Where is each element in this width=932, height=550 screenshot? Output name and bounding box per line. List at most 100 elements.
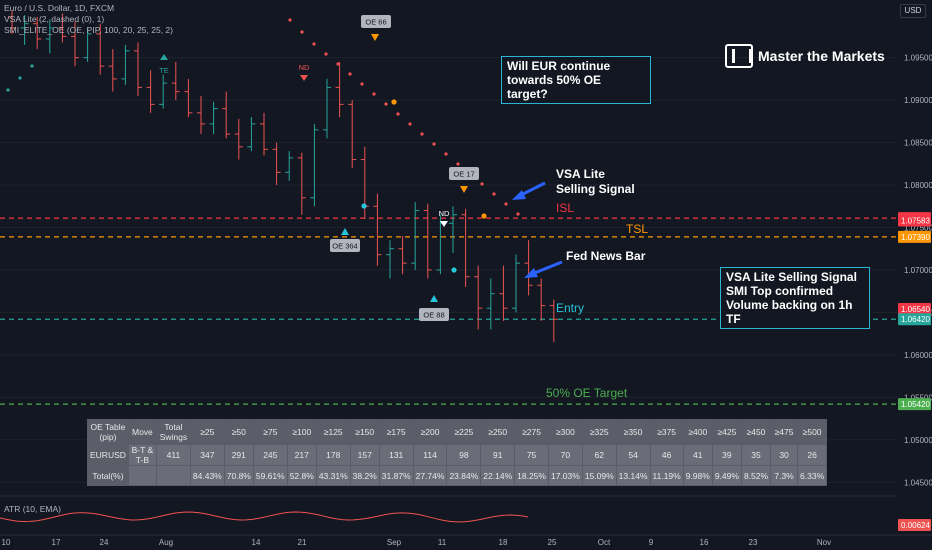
dot-0: [288, 18, 292, 22]
oe-table-cell: ≥175: [378, 419, 414, 445]
label-isl: ISL: [556, 201, 574, 215]
y-tick-1: 1.09000: [904, 96, 932, 105]
level-tag-5: [898, 398, 931, 411]
oe-table-cell: 75: [514, 444, 549, 466]
dot-11: [420, 132, 424, 136]
level-tag-4: [898, 313, 931, 326]
label-oe17-text: OE 17: [453, 170, 474, 179]
oe-table-cell: 157: [349, 444, 380, 466]
level-tag-1: [898, 214, 931, 227]
dot-18: [504, 202, 508, 206]
dot-cyan-2: [451, 267, 457, 273]
x-tick-7: 11: [438, 538, 447, 547]
oe-table-cell: 13.14%: [615, 465, 651, 486]
dot-orange-1: [391, 99, 397, 105]
oe-table-cell: 27.74%: [412, 465, 448, 486]
oe-table-row-0: OE Table (pip) Move Total Swings ≥25 ≥50 ≥75 ≥…: [87, 419, 828, 445]
oe-table-cell: 70: [547, 444, 583, 466]
price-axis[interactable]: 1.09500 1.09000 1.08500 1.08000 1.07500 1.070…: [897, 0, 932, 550]
oe-table-cell: 59.61%: [252, 465, 288, 486]
atr-tag: [898, 519, 931, 531]
label-vsa-signal-1: Selling Signal: [556, 182, 635, 196]
oe-table-cell: 31.87%: [378, 465, 414, 486]
oe-table-cell: ≥375: [649, 419, 684, 445]
oe-table-cell: 15.09%: [581, 465, 617, 486]
x-tick-4: 14: [252, 538, 261, 547]
oe-table-cell: ≥100: [286, 419, 317, 445]
oe-table-cell: ≥225: [446, 419, 482, 445]
label-target: 50% OE Target: [546, 386, 628, 400]
x-tick-14: Nov: [817, 538, 831, 547]
label-entry: Entry: [556, 301, 584, 315]
y-tick-7: 1.06000: [904, 351, 932, 360]
x-tick-13: 23: [749, 538, 758, 547]
oe-table-cell: EURUSD: [87, 444, 129, 466]
oe88-arrow: [430, 295, 438, 302]
label-oe88-box: [419, 308, 449, 321]
oe-table-cell: 8.52%: [740, 465, 772, 486]
nd2-arrow: [440, 221, 448, 227]
oe-table-cell: ≥50: [223, 419, 254, 445]
oe-table-cell: 39: [711, 444, 742, 466]
currency-button[interactable]: USD: [900, 4, 926, 18]
legend-vsa-lite[interactable]: VSA Lite (2, dashed (0), 1): [4, 14, 105, 24]
dot-6: [360, 82, 364, 86]
vsa-dots: [6, 18, 520, 273]
oe-table-row-2: Total(%) 84.43% 70.8% 59.61% 52.8% 43.31% 38.2…: [87, 465, 828, 486]
level-tag-text-5: 1.05420: [901, 400, 930, 409]
oe-table-cell: ≥400: [682, 419, 713, 445]
oe-table-cell: Total(%): [87, 465, 129, 486]
legend-smi-elite[interactable]: SMI_ELITE_OE (OE, PIP, 100, 20, 25, 25, …: [4, 25, 173, 35]
oe-table-cell: 23.84%: [446, 465, 482, 486]
level-tag-text-2: 1.07390: [901, 233, 930, 242]
y-tick-9: 1.05000: [904, 436, 932, 445]
oe-table-cell: 26: [797, 444, 828, 466]
x-tick-10: Oct: [598, 538, 611, 547]
oe-table-cell: ≥250: [480, 419, 516, 445]
dot-up-2: [30, 64, 34, 68]
oe-table-cell: ≥25: [189, 419, 225, 445]
level-tag-3: [898, 303, 931, 316]
price-axis-bg: [897, 0, 932, 550]
oe-table-cell: 411: [155, 444, 191, 466]
time-axis[interactable]: 10 17 24 Aug 14 21 Sep 11 18 25 Oct 9 16 23 Nov: [0, 534, 932, 547]
dot-14: [456, 162, 460, 166]
dot-5: [348, 72, 352, 76]
oe-table-cell: 98: [446, 444, 482, 466]
label-tsl: TSL: [626, 222, 648, 236]
oe-table-cell: 18.25%: [514, 465, 549, 486]
dot-orange-2: [481, 213, 487, 219]
x-tick-11: 9: [649, 538, 654, 547]
vsa-arrow-head: [512, 190, 526, 200]
x-tick-12: 16: [700, 538, 709, 547]
y-tick-4: 1.07500: [904, 224, 932, 233]
atr-tag-text: 0.00624: [901, 521, 930, 530]
oe-table-cell: 43.31%: [315, 465, 351, 486]
chart-legend: Euro / U.S. Dollar, 1D, FXCM VSA Lite (2…: [4, 3, 173, 36]
y-tick-0: 1.09500: [904, 54, 932, 63]
level-tag-text-1: 1.07583: [901, 216, 930, 225]
dot-17: [492, 192, 496, 196]
logo-icon: [725, 44, 753, 68]
oe-table-cell: ≥325: [581, 419, 617, 445]
label-oe88-text: OE 88: [423, 311, 444, 320]
legend-symbol[interactable]: Euro / U.S. Dollar, 1D, FXCM: [4, 3, 115, 13]
oe-table-cell: 347: [189, 444, 225, 466]
oe-table-cell: 52.8%: [286, 465, 317, 486]
y-tick-8: 1.05500: [904, 393, 932, 402]
oe-table-cell: ≥125: [315, 419, 351, 445]
dot-9: [396, 112, 400, 116]
x-tick-6: Sep: [387, 538, 402, 547]
level-tag-2: [898, 230, 931, 243]
oe66-arrow: [371, 34, 379, 41]
oe364-arrow: [341, 228, 349, 235]
x-tick-0: 10: [2, 538, 11, 547]
oe-table-cell: ≥475: [770, 419, 799, 445]
x-tick-5: 21: [298, 538, 307, 547]
oe-table-cell: [155, 465, 191, 486]
oe-table-cell: OE Table (pip): [87, 419, 129, 445]
oe-table-cell: 70.8%: [223, 465, 254, 486]
x-tick-8: 18: [499, 538, 508, 547]
dot-2: [312, 42, 316, 46]
label-oe364-box: [330, 239, 360, 252]
